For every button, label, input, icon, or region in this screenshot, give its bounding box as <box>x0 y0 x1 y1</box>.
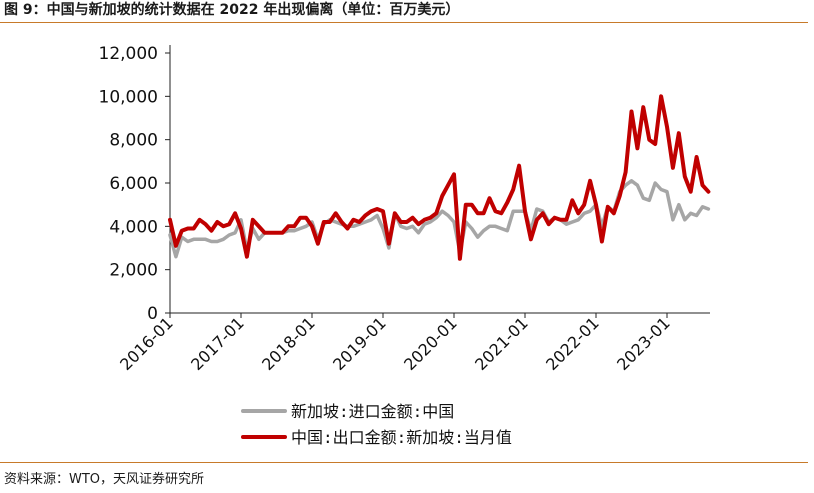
y-tick-label: 12,000 <box>99 44 158 64</box>
y-tick-label: 10,000 <box>99 87 158 107</box>
y-tick-labels: 0 2,000 4,000 6,000 8,000 10,000 12,000 <box>99 44 158 324</box>
x-tick-label: 2021-01 <box>471 313 532 374</box>
x-tick-label: 2023-01 <box>613 313 674 374</box>
figure-title: 图 9：中国与新加坡的统计数据在 2022 年出现偏离（单位：百万美元） <box>4 2 460 18</box>
bottom-rule <box>0 462 808 463</box>
y-tick-label: 4,000 <box>109 217 158 237</box>
y-tick-label: 6,000 <box>109 174 158 194</box>
series-line-china-exports <box>168 94 711 261</box>
x-tick-label: 2019-01 <box>329 313 390 374</box>
x-tick-label: 2017-01 <box>187 313 248 374</box>
x-tick-labels: 2016-01 2017-01 2018-01 2019-01 2020-01 2021-… <box>116 313 674 374</box>
legend-label: 新加坡:进口金额:中国 <box>291 402 454 421</box>
series-line-singapore-imports <box>168 179 711 259</box>
x-tick-label: 2022-01 <box>542 313 603 374</box>
source-note: 资料来源：WTO，天风证券研究所 <box>4 472 205 487</box>
top-rule <box>0 22 808 23</box>
series-lines <box>168 94 711 261</box>
x-tick-label: 2020-01 <box>400 313 461 374</box>
y-tick-label: 8,000 <box>109 131 158 151</box>
x-tick-label: 2018-01 <box>258 313 319 374</box>
chart-axes <box>165 45 710 318</box>
legend-label: 中国:出口金额:新加坡:当月值 <box>291 428 512 447</box>
y-tick-label: 2,000 <box>109 261 158 281</box>
y-tick-label: 0 <box>147 304 158 324</box>
